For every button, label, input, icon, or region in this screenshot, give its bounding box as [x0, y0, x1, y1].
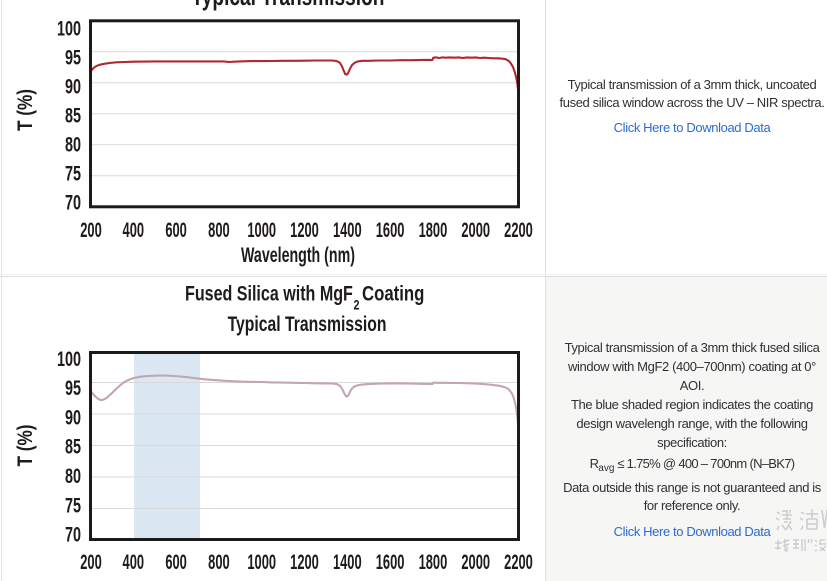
svg-text:70: 70: [65, 190, 81, 215]
svg-text:90: 90: [65, 404, 81, 429]
svg-text:800: 800: [208, 217, 230, 241]
svg-text:80: 80: [65, 132, 81, 157]
svg-text:75: 75: [65, 161, 81, 186]
svg-text:1400: 1400: [333, 549, 362, 573]
svg-text:1000: 1000: [247, 549, 276, 573]
svg-text:95: 95: [65, 375, 81, 400]
svg-text:Typical Transmission: Typical Transmission: [228, 312, 387, 336]
svg-text:1600: 1600: [376, 549, 405, 573]
svg-text:100: 100: [57, 346, 81, 371]
svg-text:600: 600: [165, 549, 187, 573]
svg-text:400: 400: [123, 549, 145, 573]
svg-text:2200: 2200: [504, 217, 533, 241]
svg-text:1200: 1200: [290, 549, 319, 573]
svg-text:85: 85: [65, 103, 81, 128]
svg-text:1200: 1200: [290, 217, 319, 241]
svg-text:Fused Silica with MgF: Fused Silica with MgF: [185, 282, 353, 306]
svg-text:80: 80: [65, 463, 81, 488]
svg-text:2200: 2200: [504, 549, 533, 573]
svg-text:200: 200: [80, 217, 102, 241]
svg-text:Coating: Coating: [362, 283, 424, 306]
svg-text:70: 70: [65, 522, 81, 547]
svg-text:T (%): T (%): [15, 89, 38, 131]
svg-text:T (%): T (%): [15, 424, 38, 466]
svg-text:Typical Transmission: Typical Transmission: [192, 0, 385, 11]
svg-text:Wavelength (nm): Wavelength (nm): [241, 243, 355, 267]
svg-text:1800: 1800: [419, 217, 448, 241]
svg-text:85: 85: [65, 434, 81, 459]
svg-text:1400: 1400: [333, 217, 362, 241]
svg-text:1600: 1600: [376, 217, 405, 241]
svg-text:95: 95: [65, 45, 81, 70]
svg-text:400: 400: [123, 217, 145, 241]
svg-text:100: 100: [57, 16, 81, 41]
svg-text:2: 2: [354, 297, 360, 312]
svg-text:2000: 2000: [461, 549, 490, 573]
svg-text:90: 90: [65, 74, 81, 99]
svg-text:800: 800: [208, 549, 230, 573]
svg-text:2000: 2000: [461, 217, 490, 241]
svg-text:75: 75: [65, 492, 81, 517]
svg-text:600: 600: [165, 217, 187, 241]
svg-text:200: 200: [80, 549, 102, 573]
svg-text:1800: 1800: [419, 549, 448, 573]
svg-text:1000: 1000: [247, 217, 276, 241]
